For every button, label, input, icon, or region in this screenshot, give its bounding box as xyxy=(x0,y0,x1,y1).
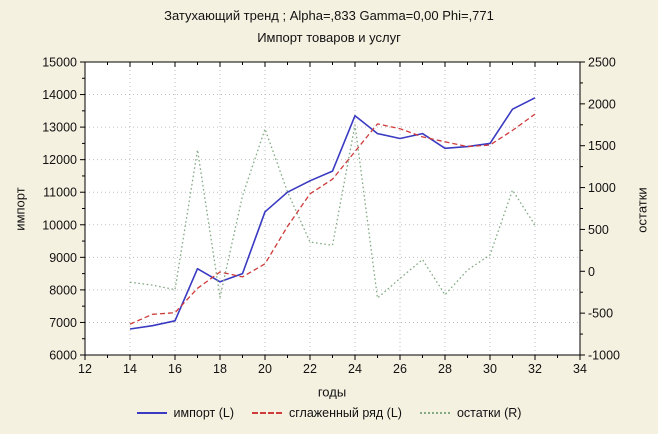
x-tick-label: 28 xyxy=(438,362,452,376)
x-tick-label: 20 xyxy=(258,362,272,376)
y-left-tick-label: 9000 xyxy=(49,251,77,265)
x-tick-label: 18 xyxy=(213,362,227,376)
plot-background xyxy=(85,62,580,355)
x-tick-label: 12 xyxy=(78,362,92,376)
x-tick-label: 30 xyxy=(483,362,497,376)
y-left-tick-label: 13000 xyxy=(42,121,77,135)
legend-line-sample-residuals xyxy=(419,412,450,414)
x-tick-label: 22 xyxy=(303,362,317,376)
legend-line-sample-smoothed xyxy=(252,412,282,414)
x-axis-title: годы xyxy=(317,384,347,400)
y-left-tick-label: 6000 xyxy=(49,349,77,363)
y-left-tick-label: 8000 xyxy=(49,283,77,297)
y-right-tick-label: 2000 xyxy=(588,97,616,111)
x-tick-label: 24 xyxy=(348,362,362,376)
series-line-0 xyxy=(129,97,536,330)
legend-item-import: импорт (L) xyxy=(136,406,234,420)
y-right-tick-label: 0 xyxy=(588,265,595,279)
right-axis-title: остатки xyxy=(634,187,650,233)
y-right-tick-label: 1000 xyxy=(588,181,616,195)
legend: импорт (L) сглаженный ряд (L) остатки (R… xyxy=(0,406,658,420)
y-left-tick-label: 14000 xyxy=(42,88,77,102)
x-tick-label: 32 xyxy=(528,362,542,376)
y-left-tick-label: 7000 xyxy=(49,316,77,330)
legend-label-residuals: остатки (R) xyxy=(456,406,522,420)
y-right-tick-label: 2500 xyxy=(588,56,616,70)
x-tick-label: 26 xyxy=(393,362,407,376)
y-right-tick-label: 1500 xyxy=(588,139,616,153)
y-right-tick-label: 500 xyxy=(588,223,609,237)
chart-subtitle: Импорт товаров и услуг xyxy=(257,30,401,45)
left-axis-title: импорт xyxy=(12,187,28,231)
y-left-tick-label: 12000 xyxy=(42,153,77,167)
y-left-tick-label: 11000 xyxy=(43,186,77,200)
chart-title: Затухающий тренд ; Alpha=,833 Gamma=0,00… xyxy=(164,8,494,23)
y-right-tick-label: -500 xyxy=(588,307,613,321)
y-right-tick-label: -1000 xyxy=(588,349,620,363)
legend-line-sample-import xyxy=(136,412,167,414)
legend-label-import: импорт (L) xyxy=(173,406,234,420)
series-line-1 xyxy=(129,113,536,325)
legend-item-smoothed: сглаженный ряд (L) xyxy=(252,406,402,420)
legend-label-smoothed: сглаженный ряд (L) xyxy=(289,406,402,420)
legend-item-residuals: остатки (R) xyxy=(419,406,522,420)
x-tick-label: 16 xyxy=(168,362,182,376)
x-tick-label: 34 xyxy=(573,362,587,376)
x-tick-label: 14 xyxy=(123,362,137,376)
y-left-tick-label: 10000 xyxy=(42,218,77,232)
y-left-tick-label: 15000 xyxy=(42,56,77,70)
